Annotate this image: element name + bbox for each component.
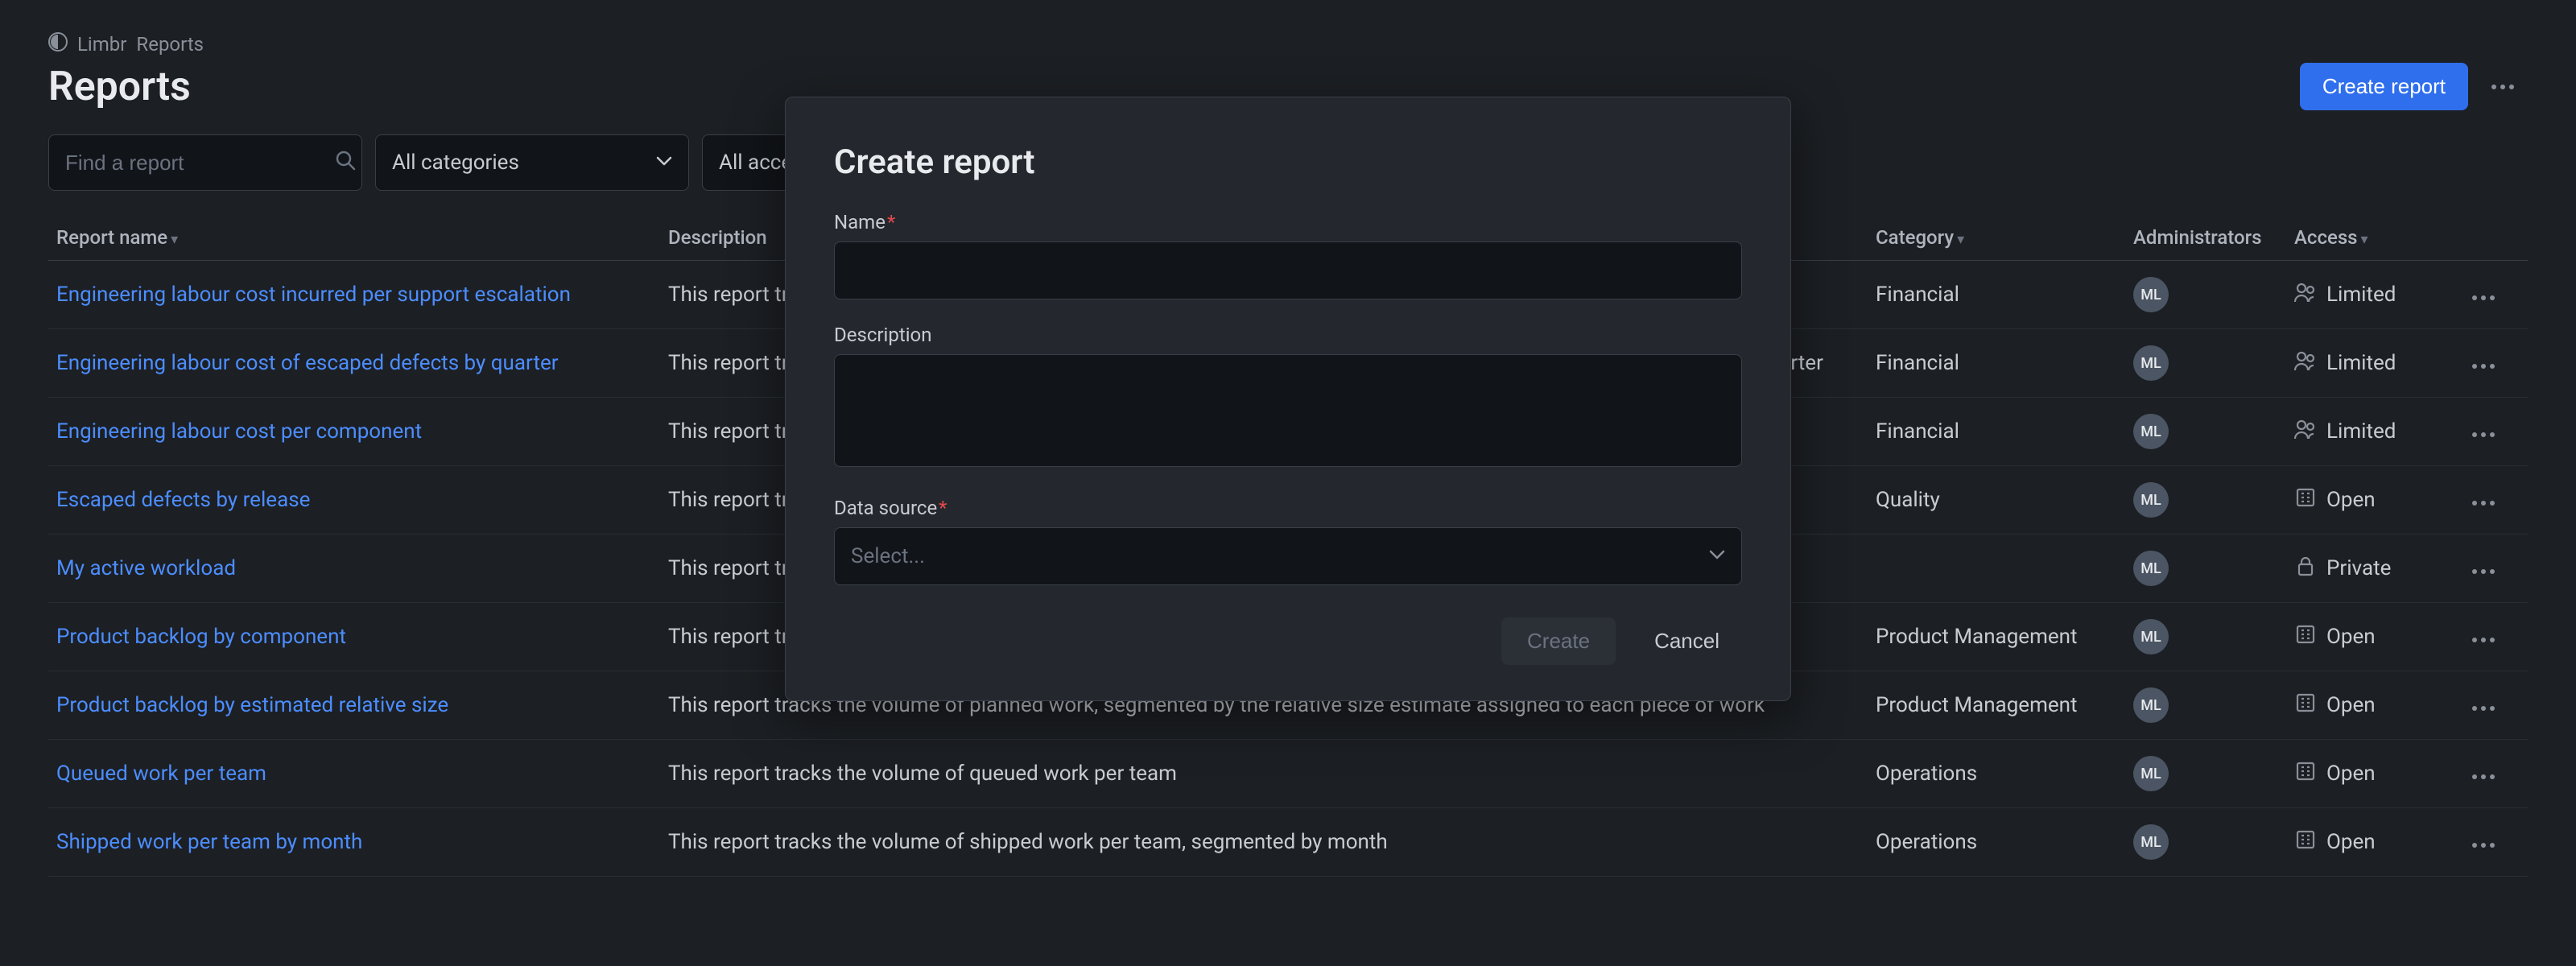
form-group-datasource: Data source* Select... (834, 497, 1742, 585)
required-indicator: * (939, 497, 947, 519)
description-label: Description (834, 324, 1742, 346)
name-label: Name* (834, 211, 1742, 233)
datasource-placeholder: Select... (851, 544, 925, 568)
modal-create-button[interactable]: Create (1501, 617, 1616, 665)
form-group-description: Description (834, 324, 1742, 473)
datasource-label: Data source* (834, 497, 1742, 519)
name-input[interactable] (834, 242, 1742, 299)
name-label-text: Name (834, 211, 886, 233)
create-report-modal: Create report Name* Description Data sou… (785, 97, 1791, 701)
form-group-name: Name* (834, 211, 1742, 299)
required-indicator: * (887, 211, 895, 233)
modal-backdrop[interactable]: Create report Name* Description Data sou… (0, 0, 2576, 966)
chevron-down-icon (1709, 544, 1725, 568)
modal-actions: Create Cancel (834, 617, 1742, 665)
description-input[interactable] (834, 354, 1742, 467)
modal-title: Create report (834, 142, 1742, 182)
datasource-select[interactable]: Select... (834, 527, 1742, 585)
modal-cancel-button[interactable]: Cancel (1632, 617, 1742, 665)
datasource-label-text: Data source (834, 497, 937, 519)
